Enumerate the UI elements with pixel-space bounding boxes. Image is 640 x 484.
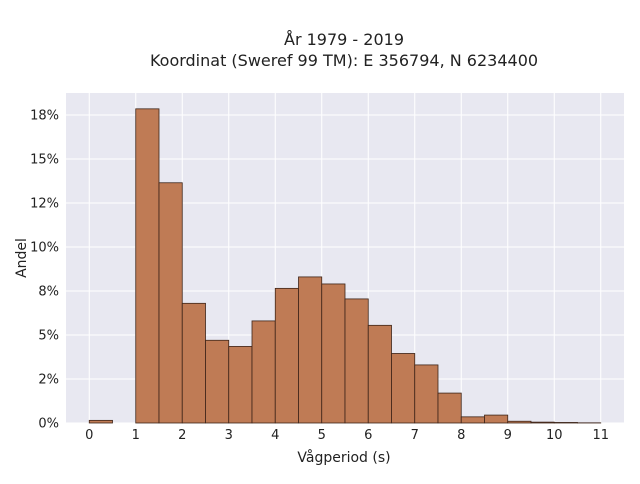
- x-tick-label: 8: [457, 428, 465, 443]
- histogram-bar: [461, 417, 484, 423]
- y-tick-label: 5%: [38, 329, 59, 344]
- x-tick-label: 0: [85, 428, 93, 443]
- histogram-bar: [182, 303, 205, 423]
- x-tick-label: 5: [318, 428, 326, 443]
- x-tick-label: 11: [592, 428, 609, 443]
- histogram-bar: [322, 284, 345, 423]
- histogram-bar: [438, 393, 461, 423]
- x-tick-label: 6: [364, 428, 372, 443]
- histogram-bar: [415, 365, 438, 423]
- histogram-bar: [275, 288, 298, 423]
- histogram-bar: [531, 422, 554, 423]
- y-tick-label: 2%: [38, 373, 59, 388]
- histogram-bar: [252, 321, 275, 423]
- x-tick-label: 9: [504, 428, 512, 443]
- histogram-bar: [345, 299, 368, 423]
- y-tick-label: 18%: [30, 109, 59, 124]
- histogram-bar: [554, 422, 577, 423]
- histogram-bar: [368, 325, 391, 423]
- histogram-bar: [299, 277, 322, 423]
- histogram-bar: [508, 421, 531, 423]
- y-tick-label: 8%: [38, 285, 59, 300]
- x-tick-label: 2: [178, 428, 186, 443]
- x-axis-ticks: 0 1 2 3 4 5 6 7 8 9 10 11: [85, 428, 609, 443]
- histogram-bar: [392, 353, 415, 423]
- histogram-bar: [485, 415, 508, 423]
- x-tick-label: 3: [225, 428, 233, 443]
- y-axis-label: Andel: [14, 238, 30, 278]
- histogram-bar: [159, 183, 182, 423]
- chart-title-line1: År 1979 - 2019: [284, 30, 404, 49]
- y-axis-ticks: 0% 2% 5% 8% 10% 12% 15% 18%: [30, 109, 59, 432]
- chart-title-line2: Koordinat (Sweref 99 TM): E 356794, N 62…: [150, 51, 538, 70]
- histogram-bar: [206, 340, 229, 423]
- histogram-bar: [229, 346, 252, 423]
- histogram-bar: [89, 420, 112, 423]
- x-tick-label: 4: [271, 428, 279, 443]
- y-tick-label: 15%: [30, 153, 59, 168]
- x-tick-label: 1: [132, 428, 140, 443]
- histogram-bar: [136, 109, 159, 423]
- y-tick-label: 12%: [30, 197, 59, 212]
- x-axis-label: Vågperiod (s): [297, 449, 390, 466]
- x-tick-label: 7: [411, 428, 419, 443]
- x-tick-label: 10: [546, 428, 563, 443]
- y-tick-label: 10%: [30, 241, 59, 256]
- y-tick-label: 0%: [38, 417, 59, 432]
